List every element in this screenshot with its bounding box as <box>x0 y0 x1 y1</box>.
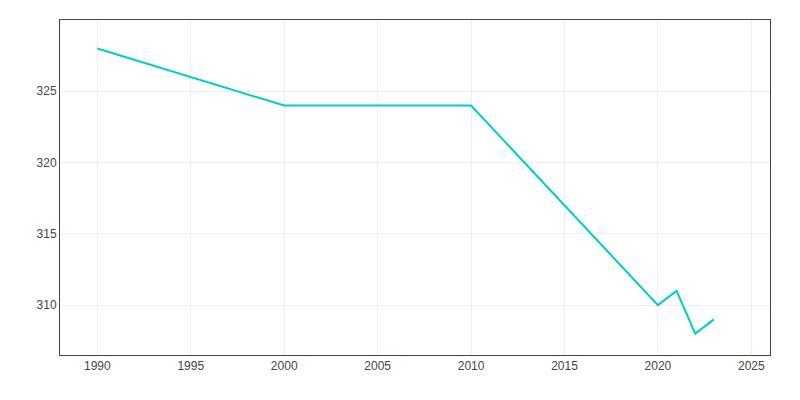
svg-text:1990: 1990 <box>84 359 111 373</box>
svg-text:2025: 2025 <box>738 359 765 373</box>
svg-text:1995: 1995 <box>177 359 204 373</box>
svg-text:315: 315 <box>37 227 57 241</box>
svg-text:320: 320 <box>37 156 57 170</box>
svg-text:2005: 2005 <box>364 359 391 373</box>
svg-text:2000: 2000 <box>271 359 298 373</box>
svg-text:2015: 2015 <box>551 359 578 373</box>
svg-text:325: 325 <box>37 84 57 98</box>
svg-text:2020: 2020 <box>645 359 672 373</box>
svg-text:310: 310 <box>37 298 57 312</box>
svg-text:2010: 2010 <box>458 359 485 373</box>
